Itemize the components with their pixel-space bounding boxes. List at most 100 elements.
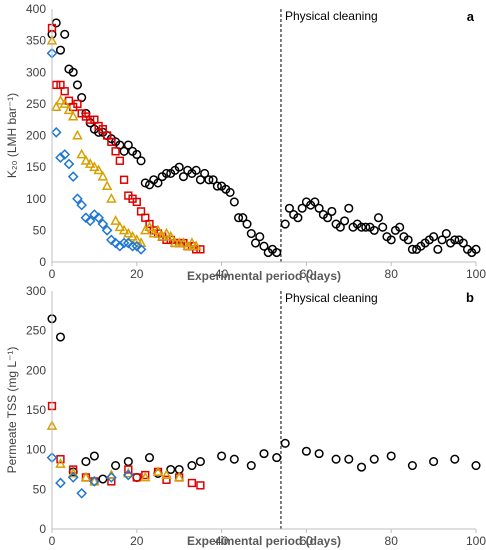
y-tick-label: 50 (33, 482, 47, 496)
circle-point (301, 446, 311, 456)
circle-point (166, 464, 176, 475)
triangle-point (50, 101, 62, 111)
square-point (162, 475, 171, 484)
triangle-point (173, 471, 185, 482)
circle-point (174, 162, 184, 172)
square-point (132, 197, 141, 207)
circle-point (81, 457, 91, 467)
x-axis-a: 0 20 40 60 80 100 (49, 262, 486, 281)
y-axis-title-b: Permeate TSS (mg L⁻¹) (5, 347, 19, 474)
x-tick-label: 40 (215, 534, 229, 548)
circle-point (178, 172, 188, 182)
triangle-point (178, 237, 189, 247)
circle-point (356, 462, 367, 472)
x-tick-label: 40 (215, 267, 229, 281)
y-tick-label: 150 (26, 160, 46, 174)
square-point (60, 87, 69, 96)
x-tick-label: 100 (466, 267, 486, 281)
chart-panel-b: 0 50 100 150 200 250 300 0 20 40 60 80 100 Physical… (5, 284, 486, 548)
square-point (187, 478, 197, 488)
circle-point (250, 238, 261, 248)
circle-point (238, 213, 248, 223)
circle-point (403, 235, 413, 245)
circle-point (195, 457, 205, 467)
square-point (141, 213, 150, 222)
y-tick-label: 300 (26, 65, 46, 79)
circle-point (433, 244, 443, 254)
triangle-point (114, 221, 126, 232)
circle-point (335, 222, 345, 232)
y-tick-label: 200 (26, 129, 46, 143)
circle-point (314, 449, 324, 459)
circle-point (407, 244, 417, 254)
circle-point (187, 460, 197, 471)
circle-point (191, 165, 201, 175)
triangle-point (55, 94, 66, 105)
diamond-point (72, 193, 83, 205)
diamond-point (76, 487, 88, 499)
x-tick-label: 20 (130, 267, 144, 281)
circle-point (217, 451, 227, 461)
y-tick-label: 0 (39, 255, 46, 269)
diamond-point (63, 158, 75, 170)
circle-point (242, 219, 252, 229)
y-tick-label: 200 (26, 363, 46, 377)
plot-area-b (46, 314, 481, 499)
diamond-point (114, 240, 126, 252)
triangle-point (118, 224, 130, 235)
triangle-point (152, 224, 164, 235)
square-point (102, 131, 112, 140)
circle-point (89, 451, 99, 461)
square-point (141, 470, 150, 480)
circle-point (331, 454, 341, 464)
x-tick-label: 100 (466, 534, 486, 548)
circle-point (378, 222, 388, 232)
triangle-point (152, 466, 164, 476)
circle-point (450, 235, 460, 245)
circle-point (200, 168, 210, 178)
circle-point (204, 175, 214, 185)
triangle-point (76, 148, 87, 159)
circle-point (212, 181, 222, 191)
y-axis-title-a: K₂₀ (LMH bar⁻¹) (5, 93, 19, 178)
x-axis-title-a: Experimental period (days) (187, 269, 341, 283)
circle-point (323, 213, 333, 223)
circle-point (136, 156, 146, 166)
triangle-point (144, 221, 155, 232)
circle-point (246, 228, 256, 239)
square-point (196, 481, 205, 490)
y-tick-label: 50 (33, 223, 47, 237)
y-tick-label: 150 (26, 403, 46, 417)
circle-point (161, 168, 172, 178)
circle-point (395, 222, 405, 232)
circle-point (153, 178, 163, 188)
x-tick-label: 80 (385, 534, 399, 548)
triangle-point (72, 129, 83, 140)
square-point (119, 175, 129, 184)
square-point (86, 115, 95, 124)
circle-point (471, 244, 481, 254)
y-tick-label: 100 (26, 192, 46, 206)
square-point (115, 156, 124, 165)
triangle-point (140, 471, 151, 482)
circle-point (123, 457, 133, 467)
chart-panel-a: 0 50 100 150 200 250 300 350 400 0 20 40 60 80 100 Ph… (5, 2, 486, 283)
diamond-point (80, 212, 92, 224)
diamond-point (50, 126, 62, 138)
circle-point (340, 216, 350, 226)
triangle-point (80, 155, 92, 165)
circle-point (284, 203, 294, 213)
panel-label-a: a (467, 9, 475, 24)
circle-point (437, 235, 447, 245)
y-tick-label: 250 (26, 97, 46, 111)
triangle-point (59, 98, 70, 108)
triangle-point (55, 458, 66, 468)
circle-point (234, 213, 244, 223)
y-axis-b: 0 50 100 150 200 250 300 (26, 284, 46, 536)
circle-point (55, 45, 66, 55)
diamond-point (101, 225, 113, 236)
triangle-point (67, 467, 79, 478)
square-point (124, 465, 133, 474)
diamond-point (89, 476, 100, 487)
